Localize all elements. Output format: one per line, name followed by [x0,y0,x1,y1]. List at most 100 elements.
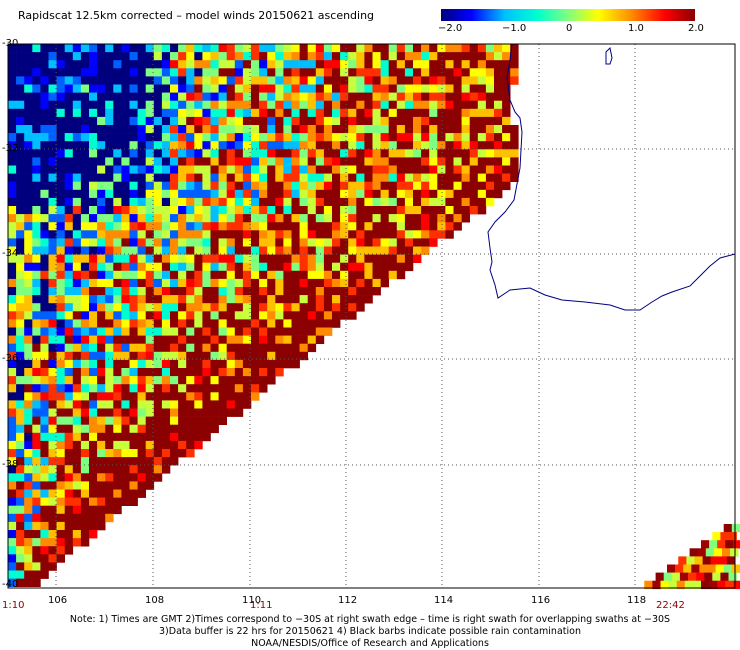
swath-cell [89,351,98,361]
swath-cell [178,392,187,401]
swath-cell [32,173,41,182]
swath-cell [161,189,171,199]
swath-cell [129,473,138,482]
swath-cell [48,343,57,353]
swath-cell [404,189,414,199]
swath-cell [97,481,106,490]
swath-cell [97,100,106,110]
swath-cell [56,303,65,312]
swath-cell [283,238,292,247]
swath-cell [161,197,171,207]
swath-cell [218,311,227,320]
swath-cell [242,206,252,215]
swath-cell [89,481,98,490]
swath-cell [170,343,179,353]
swath-cell [323,270,333,280]
lat-label: -32 [2,143,19,154]
swath-cell [105,262,114,272]
swath-cell [32,295,41,304]
swath-cell [218,44,227,53]
lat-label: -34 [2,248,19,259]
swath-cell [113,173,122,182]
swath-cell [40,546,49,555]
swath-cell [24,189,33,199]
swath-cell [170,311,179,320]
colorbar: −2.0 −1.0 0 1.0 2.0 [438,9,704,34]
swath-cell [56,327,65,336]
swath-cell [323,262,333,272]
swath-cell [388,189,398,199]
swath-cell [445,206,454,215]
swath-cell [186,368,195,377]
swath-cell [40,335,49,344]
swath-cell [40,343,49,353]
swath-cell [299,278,308,288]
swath-cell [113,60,122,69]
swath-cell [283,116,292,126]
swath-cell [129,359,138,369]
swath-cell [218,157,227,166]
swath-cell [210,100,219,110]
swath-cell [48,60,57,69]
swath-cell [259,287,268,296]
swath-cell [170,157,179,166]
swath-cell [502,60,511,69]
swath-cell [105,481,114,490]
swath-cell [291,303,300,312]
swath-cell [32,100,41,110]
swath-cell [161,141,171,150]
swath-cell [97,449,106,458]
swath-cell [291,270,300,280]
swath-cell [218,84,227,93]
swath-cell [161,173,171,182]
swath-cell [72,384,82,393]
swath-cell [502,173,511,182]
swath-cell [364,60,373,69]
swath-cell [64,513,74,523]
swath-cell [218,246,227,255]
swath-cell [56,530,65,539]
swath-cell [307,133,317,142]
swath-cell [372,76,381,85]
swath-cell [8,165,17,174]
swath-cell [105,392,114,401]
swath-cell [48,440,57,450]
swath-cell [202,327,211,336]
swath-cell [299,149,308,158]
swath-cell [89,133,98,142]
swath-cell [291,230,300,239]
swath-cell [137,319,146,328]
swath-cell [485,76,495,85]
swath-cell [170,359,179,369]
swath-cell [388,165,398,174]
swath-cell [24,206,33,215]
swath-cell [299,351,308,361]
swath-cell [16,497,25,506]
swath-cell [72,68,82,77]
swath-cell [218,254,227,263]
swath-cell [315,133,325,142]
swath-cell [89,384,98,393]
swath-cell [178,311,187,320]
swath-cell [178,141,187,150]
swath-cell [356,52,365,61]
swath-cell [48,311,57,320]
swath-cell [64,278,74,288]
swath-cell [283,262,292,272]
swath-cell [113,489,122,498]
swath-cell [348,238,357,247]
swath-cell [485,197,495,207]
swath-cell [202,416,211,425]
swath-cell [64,116,74,126]
swath-cell [202,351,211,361]
swath-cell [129,368,138,377]
swath-cell [717,540,726,549]
swath-cell [97,125,106,134]
swath-cell [234,303,244,312]
swath-cell [89,108,98,118]
swath-cell [186,440,195,450]
swath-cell [453,197,462,207]
swath-cell [170,295,179,304]
swath-cell [24,440,33,450]
swath-cell [97,392,106,401]
